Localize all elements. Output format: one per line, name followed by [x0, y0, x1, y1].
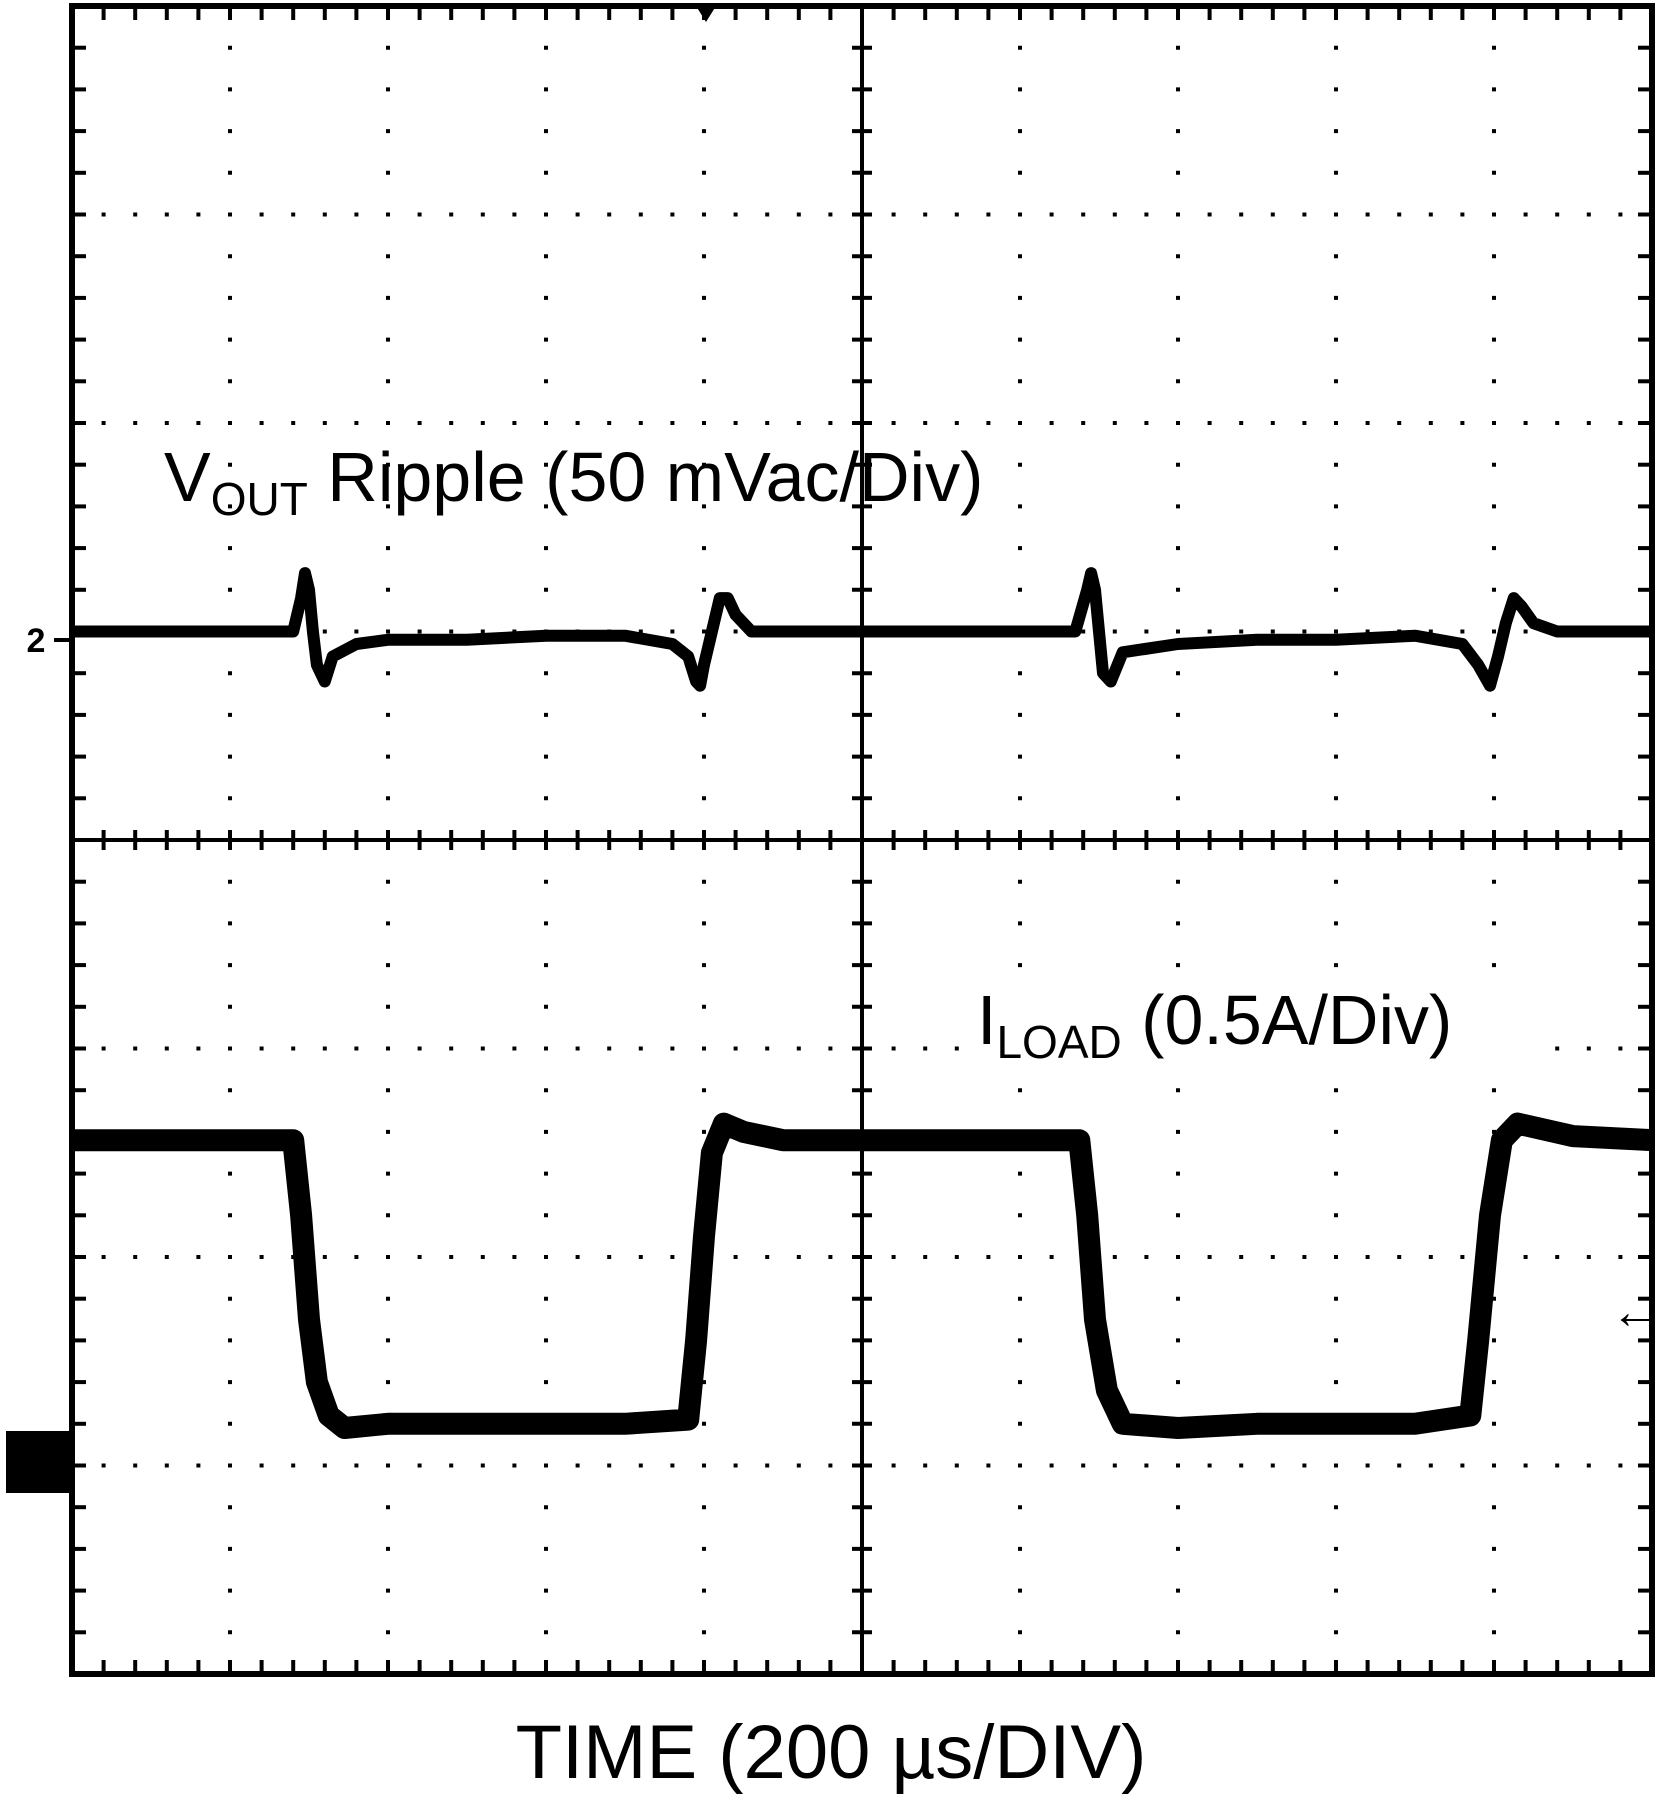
trace	[72, 1112, 1653, 1439]
graticule	[69, 3, 1655, 1677]
label-part: I	[977, 981, 996, 1059]
label-part: Ripple (50 mVac/Div)	[308, 438, 984, 516]
label-part: (0.5A/Div)	[1122, 981, 1453, 1059]
label-background	[960, 985, 1550, 1063]
channel-4-ground-marker	[6, 1431, 69, 1493]
series-label: VOUT Ripple (50 mVac/Div)	[164, 438, 983, 525]
x-axis-title: TIME (200 µs/DIV)	[516, 1710, 1147, 1795]
plot-frame	[69, 3, 1655, 1677]
trigger-position-marker	[696, 6, 716, 22]
series-label: ILOAD (0.5A/Div)	[977, 981, 1452, 1068]
label-subscript: OUT	[211, 473, 308, 525]
label-subscript: LOAD	[996, 1016, 1121, 1068]
trace	[72, 567, 1652, 692]
trigger-level-arrow: ←	[1611, 1286, 1659, 1339]
channel-marker: 2	[27, 622, 46, 660]
label-part: V	[164, 438, 211, 516]
traces	[72, 567, 1653, 1439]
